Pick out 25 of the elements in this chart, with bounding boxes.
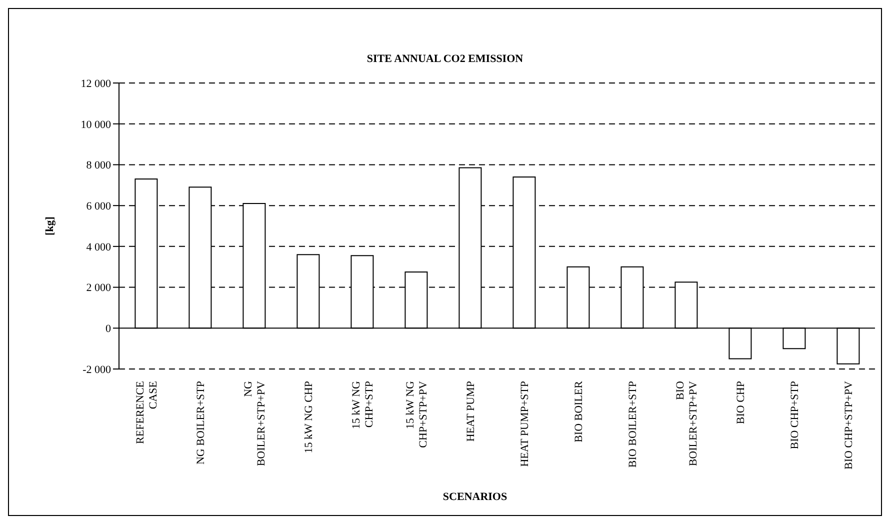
x-tick-label: 15 kW NG CHP — [303, 381, 315, 454]
y-tick-label: 12 000 — [80, 78, 112, 90]
x-tick-label: BIO BOILER+STP+PV — [674, 380, 700, 466]
y-tick-label: 0 — [106, 323, 112, 336]
x-tick-label: 15 kW NG CHP+STP+PV — [404, 380, 430, 448]
x-tick-label: HEAT PUMP+STP — [519, 381, 531, 467]
x-tick-label: BIO BOILER+STP — [627, 381, 639, 468]
x-tick-label: BIO CHP+STP+PV — [843, 380, 855, 470]
x-tick-label: 15 kW NG CHP+STP — [350, 380, 376, 430]
y-tick-label: 4 000 — [86, 241, 112, 254]
y-tick-label: -2 000 — [82, 364, 112, 376]
y-tick-label: 8 000 — [86, 160, 112, 172]
x-tick-label: HEAT PUMP — [465, 381, 477, 442]
x-tick-label: BIO CHP+STP — [789, 381, 801, 450]
x-tick-label: NG BOILER+STP — [195, 381, 207, 465]
y-axis-title: [kg] — [44, 216, 56, 236]
y-tick-label: 2 000 — [86, 282, 112, 294]
x-tick-label: NG BOILER+STP+PV — [242, 380, 268, 466]
x-tick-label: REFERENCE CASE — [134, 380, 160, 444]
y-tick-label: 6 000 — [86, 200, 112, 212]
x-axis-title: SCENARIOS — [442, 491, 508, 503]
x-tick-label: BIO BOILER — [573, 380, 585, 442]
y-tick-label: 10 000 — [80, 118, 112, 131]
x-tick-label: BIO CHP — [735, 381, 747, 424]
chart-title: SITE ANNUAL CO2 EMISSION — [366, 53, 524, 65]
